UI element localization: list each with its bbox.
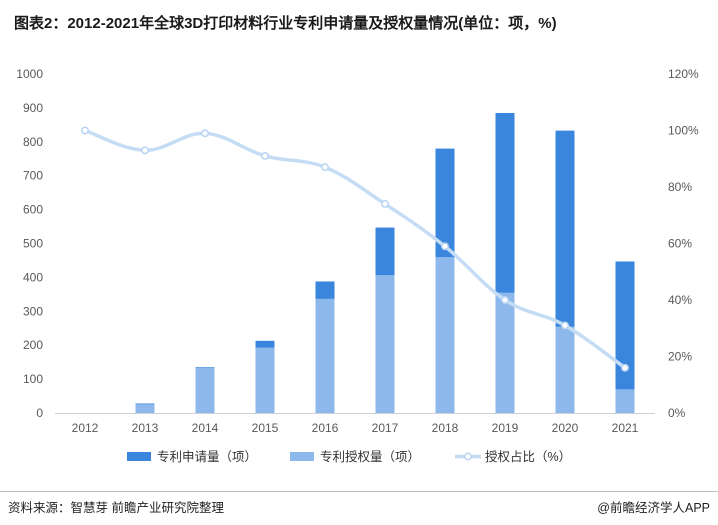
y-left-tick-label: 900 <box>23 101 43 115</box>
ratio-point-2017 <box>381 200 389 208</box>
x-tick-label: 2012 <box>72 421 99 435</box>
line-layer <box>81 126 629 372</box>
ratio-point-2018 <box>441 242 449 251</box>
ratio-point-2016 <box>321 163 329 172</box>
ratio-point-2019 <box>501 296 509 304</box>
bar-grant-2016 <box>315 298 335 413</box>
y-left-tick-label: 0 <box>36 406 43 420</box>
x-tick-label: 2018 <box>432 421 459 435</box>
ratio-point-2015 <box>261 151 269 160</box>
bar-grant-2015 <box>255 347 275 413</box>
y-right-tick-label: 120% <box>668 67 699 81</box>
legend-label-0: 专利申请量（项） <box>157 449 257 464</box>
legend-label-1: 专利授权量（项） <box>320 449 420 464</box>
y-left-tick-label: 800 <box>23 135 43 149</box>
bar-grant-2014 <box>195 367 215 413</box>
bars-layer <box>135 112 635 414</box>
ratio-point-2021 <box>621 363 629 372</box>
x-tick-label: 2015 <box>252 421 279 435</box>
bar-grant-2018 <box>435 257 455 413</box>
source-note: 资料来源：智慧芽 前瞻产业研究院整理 <box>8 501 224 515</box>
x-tick-label: 2017 <box>372 421 399 435</box>
chart-title: 图表2：2012-2021年全球3D打印材料行业专利申请量及授权量情况(单位：项… <box>14 15 557 32</box>
y-left-tick-label: 700 <box>23 169 43 183</box>
axes-layer: 2012 2013 2014 2015 2016 2017 2018 2019 2020 2021… <box>16 67 699 435</box>
x-tick-label: 2019 <box>492 421 519 435</box>
bar-grant-2021 <box>615 389 635 413</box>
ratio-point-2020 <box>561 321 569 330</box>
x-tick-label: 2016 <box>312 421 339 435</box>
legend-label-2: 授权占比（%） <box>485 449 571 464</box>
y-right-tick-label: 20% <box>668 350 692 364</box>
y-left-tick-label: 500 <box>23 237 43 251</box>
x-tick-label: 2020 <box>552 421 579 435</box>
y-left-tick-label: 400 <box>23 270 43 284</box>
x-tick-label: 2014 <box>192 421 219 435</box>
y-right-tick-label: 0% <box>668 406 686 420</box>
ratio-point-2013 <box>141 146 149 155</box>
y-right-tick-label: 40% <box>668 293 692 307</box>
bar-grant-2020 <box>555 326 575 413</box>
y-right-tick-label: 60% <box>668 237 692 251</box>
y-right-tick-label: 80% <box>668 180 692 194</box>
bar-grant-2013 <box>135 404 155 413</box>
bar-application-2021 <box>615 261 635 413</box>
x-tick-label: 2021 <box>612 421 639 435</box>
legend-swatch-1 <box>290 452 314 461</box>
bar-grant-2019 <box>495 292 515 413</box>
y-left-tick-label: 600 <box>23 203 43 217</box>
y-right-tick-label: 100% <box>668 124 699 138</box>
y-left-tick-label: 200 <box>23 338 43 352</box>
chart-canvas: 2012 2013 2014 2015 2016 2017 2018 2019 2020 2021… <box>16 67 699 464</box>
ratio-point-2014 <box>201 129 209 138</box>
legend: 专利申请量（项） 专利授权量（项） 授权占比（%） <box>127 449 571 464</box>
y-left-tick-label: 100 <box>23 372 43 386</box>
footer-divider <box>0 491 718 492</box>
ratio-line <box>84 128 627 370</box>
legend-marker-2 <box>464 452 472 461</box>
ratio-point-2012 <box>81 126 89 135</box>
y-left-tick-label: 300 <box>23 304 43 318</box>
publisher-credit: @前瞻经济学人APP <box>597 501 710 515</box>
legend-swatch-0 <box>127 452 151 461</box>
y-left-tick-label: 1000 <box>16 67 43 81</box>
bar-grant-2017 <box>375 275 395 413</box>
x-tick-label: 2013 <box>132 421 159 435</box>
